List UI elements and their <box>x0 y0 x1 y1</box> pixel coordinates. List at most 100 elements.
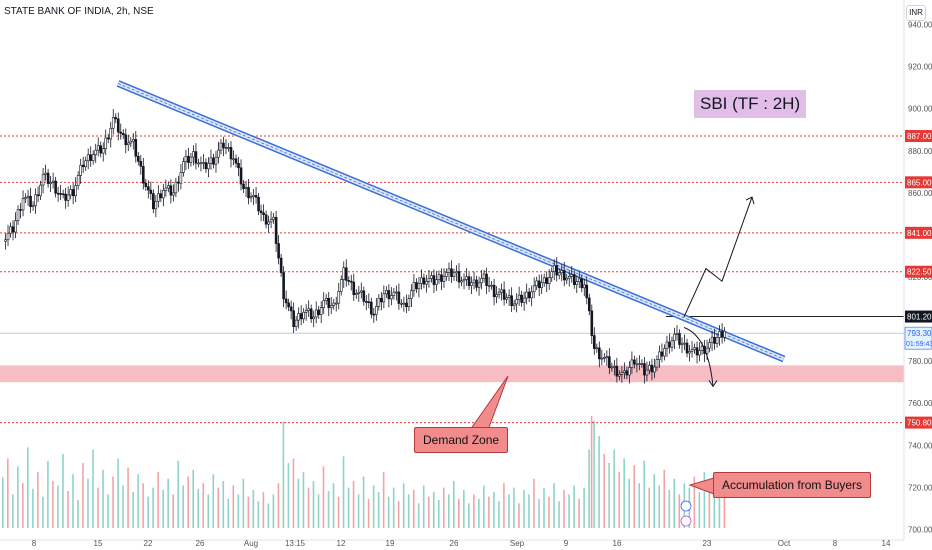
time-tick-label: 23 <box>703 539 712 548</box>
candle <box>334 296 338 312</box>
candle <box>522 291 526 311</box>
candle <box>111 109 115 135</box>
candle-body <box>683 342 686 345</box>
candle-body <box>718 331 721 338</box>
candle-body <box>267 221 270 225</box>
candle <box>344 259 348 287</box>
volume-bar <box>698 492 701 528</box>
candle-body <box>512 303 516 307</box>
candle-body <box>517 294 521 300</box>
volume-bar <box>508 494 510 528</box>
candle <box>660 343 664 363</box>
candle-body <box>665 341 669 349</box>
candle-body <box>207 163 210 170</box>
candle <box>465 268 468 286</box>
volume-bar <box>483 485 485 528</box>
candle-body <box>327 297 331 309</box>
candle <box>713 328 716 350</box>
volume-bar <box>357 494 360 528</box>
volume-bar <box>713 478 716 528</box>
candle-body <box>445 272 448 277</box>
candle-body <box>402 302 406 305</box>
candle-body <box>525 291 528 299</box>
volume-bar <box>427 496 430 528</box>
candle-body <box>202 162 205 164</box>
candle-body <box>382 293 386 303</box>
trendline-layer[interactable] <box>116 80 786 363</box>
candle-body <box>61 193 65 196</box>
candle-body <box>126 142 130 146</box>
candle <box>104 129 108 155</box>
candle-body <box>222 142 225 149</box>
candle-body <box>638 363 641 365</box>
candle <box>532 277 536 299</box>
candle-body <box>279 257 283 273</box>
candle-body <box>36 194 40 197</box>
candle-body <box>577 278 581 283</box>
candle <box>440 268 443 290</box>
candle <box>119 123 123 140</box>
volume-bar <box>568 494 570 528</box>
candle <box>420 269 423 290</box>
time-tick-label: 22 <box>144 539 153 548</box>
candle <box>680 337 684 353</box>
candle <box>430 271 433 283</box>
candle <box>618 370 621 381</box>
candle-body <box>359 290 363 293</box>
price-axis[interactable]: 700.00720.00740.00760.00780.00800.00820.… <box>903 0 932 540</box>
candle <box>540 274 543 295</box>
volume-bar <box>327 491 330 528</box>
volume-bar <box>252 489 255 528</box>
candle-body <box>19 209 22 211</box>
candle-body <box>467 276 471 286</box>
volume-bar <box>513 487 515 528</box>
volume-bar <box>317 494 320 528</box>
candle <box>157 185 160 208</box>
candle <box>262 204 265 222</box>
candle <box>89 146 92 167</box>
candle <box>603 353 606 363</box>
candle-body <box>182 161 185 173</box>
volume-bar <box>72 474 74 528</box>
candle <box>11 220 15 241</box>
volume-bar <box>202 483 205 528</box>
candle <box>121 129 125 139</box>
candle-body <box>204 162 208 170</box>
candle <box>482 269 486 283</box>
candle-body <box>342 267 346 280</box>
volume-bar <box>322 466 325 528</box>
candle <box>470 276 473 295</box>
price-level-badge <box>905 416 932 429</box>
candle <box>302 308 305 324</box>
candle-body <box>567 276 571 279</box>
candle-body <box>79 164 82 176</box>
volume-bar <box>598 436 600 528</box>
volume-bar <box>638 483 641 528</box>
volume-bar <box>277 483 280 528</box>
volume-bar <box>42 496 44 528</box>
candle-body <box>244 187 248 189</box>
volume-bar <box>673 478 676 528</box>
candle-body <box>415 282 418 290</box>
time-axis[interactable]: 8 15 22 26 Aug 13:15 12 19 26 Sep 9 16 23 Oct 8 14 <box>0 539 904 548</box>
candle <box>387 284 391 308</box>
candle <box>663 344 666 361</box>
candle-body <box>613 365 616 368</box>
candle <box>633 355 636 369</box>
candle-body <box>380 297 383 303</box>
candle-body <box>124 134 128 146</box>
candle <box>274 210 278 252</box>
volume-bar <box>182 485 184 528</box>
candle <box>643 357 646 384</box>
candle-body <box>700 345 704 351</box>
volume-bar <box>87 478 89 528</box>
candle-body <box>262 212 265 216</box>
candle-body <box>457 271 461 283</box>
volume-bar <box>192 469 195 528</box>
candle <box>252 189 255 206</box>
currency-badge[interactable]: INR <box>906 5 926 21</box>
volume-bar <box>287 463 290 528</box>
candle-body <box>54 180 57 194</box>
volume-bar <box>543 487 545 528</box>
